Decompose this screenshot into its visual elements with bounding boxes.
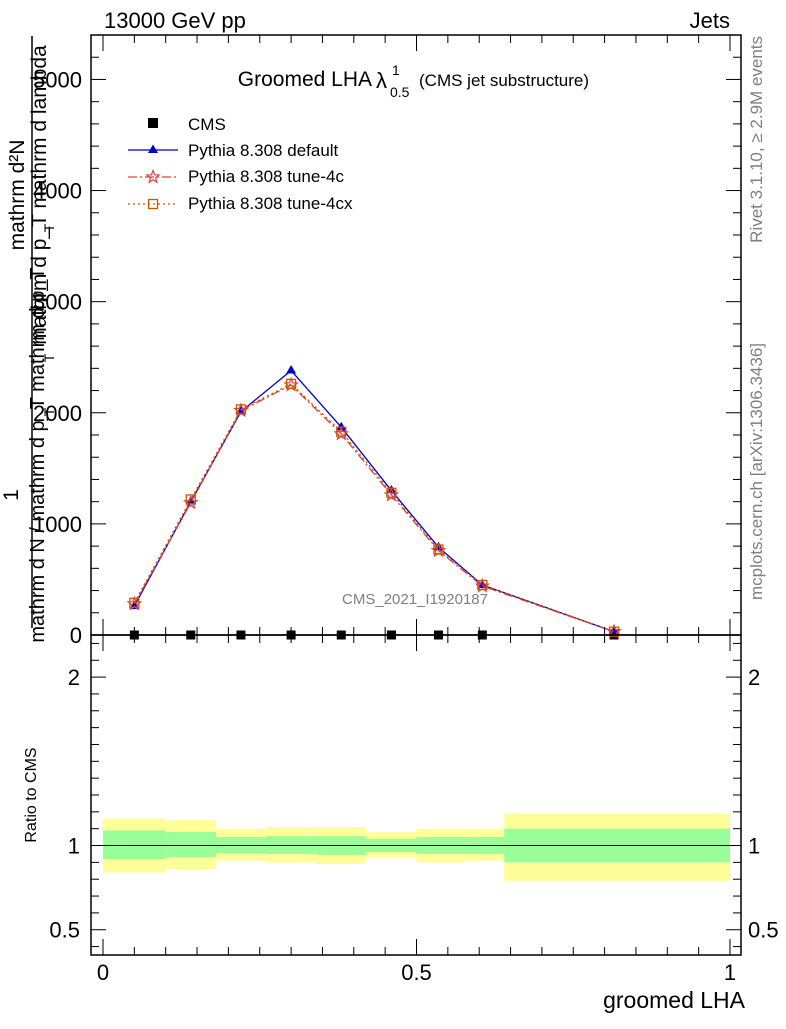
ratio-ytick-label-left: 1: [68, 834, 80, 859]
ratio-ytick-label-left: 0.5: [49, 918, 80, 943]
main-ytick-label: 3000: [33, 290, 82, 315]
legend-entry-cms: CMS: [188, 115, 226, 134]
legend-marker-4c: [145, 168, 161, 184]
ratio-xtick-label: 0.5: [401, 960, 432, 985]
point-default-7: [477, 579, 488, 588]
ylabel-line-d2N: mathrm d²N: [6, 140, 29, 251]
ylabel-line-one: 1: [0, 489, 23, 501]
legend-entry-default: Pythia 8.308 default: [188, 141, 339, 160]
ratio-ticks: 0.5 0.5 1 1 2 2 0 0.5 1: [49, 635, 779, 985]
ratio-ytick-label-right: 0.5: [748, 918, 779, 943]
point-tune-4cx-0: [129, 597, 140, 608]
title-sup: 1: [392, 62, 400, 78]
ylabel-tsub-3: T: [41, 407, 57, 416]
ratio-panel: 0.5 0.5 1 1 2 2 0 0.5 1 Ratio to CMS groomed LHA: [23, 634, 779, 1013]
mcplots-label: mcplots.cern.ch [arXiv:1306.3436]: [747, 343, 766, 600]
legend-star-shape: [145, 168, 161, 184]
point-tune-4cx-7: [477, 579, 488, 591]
ratio-inner-band-1: [165, 832, 216, 858]
main-ytick-label: 5000: [33, 67, 82, 92]
rivet-label: Rivet 3.1.10, ≥ 2.9M events: [747, 36, 766, 243]
main-ytick-label: 4000: [33, 179, 82, 204]
main-ytick-label: 1000: [33, 512, 82, 537]
legend-marker-4cx: [147, 198, 159, 210]
legend-entry-4c: Pythia 8.308 tune-4c: [188, 167, 344, 186]
header-right: Jets: [690, 8, 730, 33]
title-main: Groomed LHA: [238, 68, 372, 91]
legend-entry-4cx: Pythia 8.308 tune-4cx: [188, 194, 353, 213]
main-panel: 0 1000 2000 3000 4000 5000 Groomed LHA λ 1 0.…: [0, 34, 742, 648]
ratio-ytick-label-right: 2: [748, 665, 760, 690]
ratio-xtick-label: 0: [97, 960, 109, 985]
ratio-ytick-label-left: 2: [68, 665, 80, 690]
ratio-xtick-label: 1: [724, 960, 736, 985]
main-ytick-label: 2000: [33, 401, 82, 426]
legend-marker-cms: [148, 118, 158, 128]
main-ticks: 0 1000 2000 3000 4000 5000: [33, 34, 741, 648]
title-symbol: λ: [376, 68, 387, 93]
point-tune-4cx-3: [285, 378, 297, 390]
ylabel-tsub-1: T: [41, 223, 57, 232]
xlabel: groomed LHA: [603, 987, 746, 1013]
ratio-frame: [90, 634, 742, 956]
point-tune-4cx-2: [235, 404, 247, 415]
header-left: 13000 GeV pp: [104, 8, 246, 33]
series-line-tune-4cx: [133, 383, 615, 633]
point-tune-4cx-1: [185, 494, 196, 505]
watermark: CMS_2021_I1920187: [342, 591, 488, 608]
legend: CMS Pythia 8.308 default Pythia 8.308 tu…: [128, 115, 353, 213]
legend-marker-default: [148, 144, 158, 153]
point-tune-4cx-4: [336, 426, 347, 437]
ratio-inner-band-0: [103, 830, 166, 859]
point-default-3: [286, 365, 297, 374]
ylabel-tsub-2: T: [41, 353, 57, 362]
ylabel-line-dpt-dlambda: mathrm d p_T mathrm d lambda: [28, 45, 51, 345]
title-note: (CMS jet substructure): [419, 71, 589, 90]
ratio-plot-content: [91, 813, 741, 881]
main-title: Groomed LHA λ 1 0.5 (CMS jet substructur…: [238, 62, 589, 100]
series-line-tune-4c: [133, 384, 615, 633]
point-tune-4cx-8: [608, 626, 620, 637]
ylabel-line-denominator: mathrm d N / mathrm d p_T mathrm d p_T: [27, 267, 49, 642]
main-ytick-label: 0: [70, 623, 82, 648]
ratio-ylabel: Ratio to CMS: [23, 747, 40, 842]
point-tune-4cx-5: [386, 487, 397, 498]
ratio-ytick-label-right: 1: [748, 834, 760, 859]
point-tune-4cx-6: [433, 544, 444, 555]
main-ylabel: mathrm d²N mathrm d p_T mathrm d lambda …: [0, 36, 57, 643]
title-sub: 0.5: [390, 84, 410, 100]
